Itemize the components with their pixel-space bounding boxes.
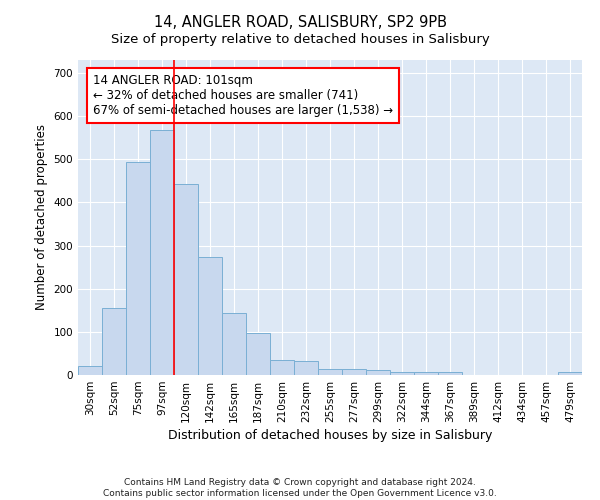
Bar xyxy=(150,130,174,375)
Bar xyxy=(246,333,270,375)
Bar xyxy=(198,257,222,375)
Bar xyxy=(342,368,366,375)
Bar xyxy=(126,162,150,375)
Bar xyxy=(366,370,390,375)
Bar xyxy=(174,184,198,375)
Bar xyxy=(222,313,246,375)
Bar xyxy=(414,372,438,375)
Bar xyxy=(318,368,342,375)
Bar xyxy=(390,372,414,375)
Text: 14 ANGLER ROAD: 101sqm
← 32% of detached houses are smaller (741)
67% of semi-de: 14 ANGLER ROAD: 101sqm ← 32% of detached… xyxy=(93,74,393,117)
Bar xyxy=(558,372,582,375)
Text: 14, ANGLER ROAD, SALISBURY, SP2 9PB: 14, ANGLER ROAD, SALISBURY, SP2 9PB xyxy=(154,15,446,30)
X-axis label: Distribution of detached houses by size in Salisbury: Distribution of detached houses by size … xyxy=(168,429,492,442)
Bar xyxy=(270,360,294,375)
Y-axis label: Number of detached properties: Number of detached properties xyxy=(35,124,48,310)
Bar xyxy=(294,361,318,375)
Bar xyxy=(438,372,462,375)
Text: Size of property relative to detached houses in Salisbury: Size of property relative to detached ho… xyxy=(110,32,490,46)
Bar xyxy=(78,366,102,375)
Text: Contains HM Land Registry data © Crown copyright and database right 2024.
Contai: Contains HM Land Registry data © Crown c… xyxy=(103,478,497,498)
Bar xyxy=(102,308,126,375)
